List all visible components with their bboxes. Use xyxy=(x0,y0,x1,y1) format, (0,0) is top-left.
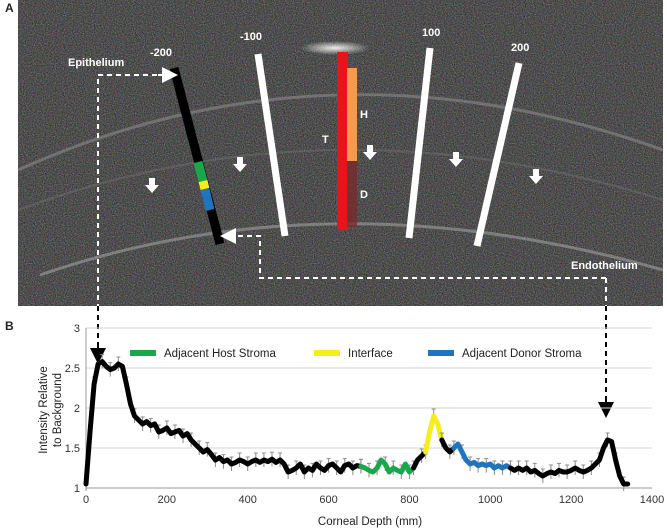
chart-series xyxy=(83,354,631,491)
x-tick-label: 1000 xyxy=(478,494,502,506)
panel-b-label: B xyxy=(5,319,14,333)
y-tick-label: 3 xyxy=(74,323,80,335)
y-axis-title-line-2: to Background xyxy=(52,373,64,447)
legend-label: Adjacent Host Stroma xyxy=(164,348,276,360)
label-donor: D xyxy=(360,189,368,201)
legend-label: Interface xyxy=(348,348,393,360)
panel-a-label: A xyxy=(5,1,14,15)
legend-entry: Adjacent Host Stroma xyxy=(130,348,276,360)
legend-label: Adjacent Donor Stroma xyxy=(462,348,582,360)
x-tick-label: 200 xyxy=(158,494,176,506)
position-label-minus-200: -200 xyxy=(150,47,172,59)
series-line-base3 xyxy=(439,437,457,455)
series-line-interface xyxy=(423,413,445,455)
label-total: T xyxy=(322,134,329,146)
y-tick-labels: 1 1.5 2 2.5 3 xyxy=(65,323,80,495)
interface-band xyxy=(17,148,664,211)
y-tick-label: 2 xyxy=(74,403,80,415)
x-tick-labels: 0 200 400 600 800 1000 1200 1400 xyxy=(83,494,664,506)
y-tick-label: 1.5 xyxy=(65,443,80,455)
profile-segment-donor xyxy=(200,187,215,212)
x-tick-label: 800 xyxy=(400,494,418,506)
oct-image: T H D -200 -100 100 200 Epithelium Endot… xyxy=(17,0,664,318)
marker-100 xyxy=(405,47,434,239)
series-base4 xyxy=(508,432,631,491)
marker-minus-100 xyxy=(254,53,289,237)
down-arrow-icon xyxy=(363,145,377,160)
y-axis-title-line-1: Intensity Relative xyxy=(38,366,50,454)
series-line-base xyxy=(83,359,364,487)
chart-legend: Adjacent Host Stroma Interface Adjacent Do… xyxy=(130,348,582,360)
series-line-base4 xyxy=(508,437,631,487)
series-line-base2 xyxy=(411,449,429,471)
chart-gridlines xyxy=(86,327,652,449)
y-tick-label: 2.5 xyxy=(65,363,80,375)
profile-segment-host xyxy=(193,160,208,183)
legend-entry: Adjacent Donor Stroma xyxy=(428,348,582,360)
epithelium-label: Epithelium xyxy=(68,57,124,69)
down-arrow-icon xyxy=(529,169,543,184)
series-base3 xyxy=(439,432,457,459)
series-adjacent_donor xyxy=(451,440,513,475)
series-line-adjacent_host xyxy=(358,457,416,475)
x-tick-label: 600 xyxy=(319,494,337,506)
apex-glare xyxy=(300,41,370,55)
series-adjacent_host xyxy=(358,456,416,479)
position-label-100: 100 xyxy=(422,27,440,39)
profile-segment-interface xyxy=(198,179,210,191)
position-label-200: 200 xyxy=(511,42,529,54)
label-host: H xyxy=(360,109,368,121)
down-arrow-icon xyxy=(233,157,247,172)
endothelium-label: Endothelium xyxy=(571,260,638,272)
thickness-total-bar xyxy=(337,52,348,230)
series-line-adjacent_donor xyxy=(451,441,513,471)
down-arrow-icon xyxy=(145,178,159,193)
x-tick-label: 1400 xyxy=(640,494,664,506)
profile-bar xyxy=(169,66,225,246)
thickness-donor-bar xyxy=(347,161,357,227)
thickness-host-bar xyxy=(347,68,357,161)
intensity-chart: 1 1.5 2 2.5 3 0 200 400 600 800 1000 1200 1400 Adja… xyxy=(38,323,664,528)
series-base xyxy=(83,354,364,491)
series-interface xyxy=(423,408,445,459)
y-tick-label: 1 xyxy=(74,483,80,495)
endothelium-leader xyxy=(236,235,606,279)
legend-entry: Interface xyxy=(314,348,393,360)
epithelium-band xyxy=(17,93,664,172)
marker-200 xyxy=(473,62,523,247)
x-tick-label: 1200 xyxy=(559,494,583,506)
x-tick-label: 0 xyxy=(83,494,89,506)
down-arrow-icon xyxy=(449,152,463,167)
down-arrow-icons xyxy=(145,145,543,193)
x-tick-label: 400 xyxy=(239,494,257,506)
epithelium-leader xyxy=(97,74,166,318)
position-label-minus-100: -100 xyxy=(240,31,262,43)
series-base2 xyxy=(411,448,429,475)
x-axis-title: Corneal Depth (mm) xyxy=(318,516,422,528)
